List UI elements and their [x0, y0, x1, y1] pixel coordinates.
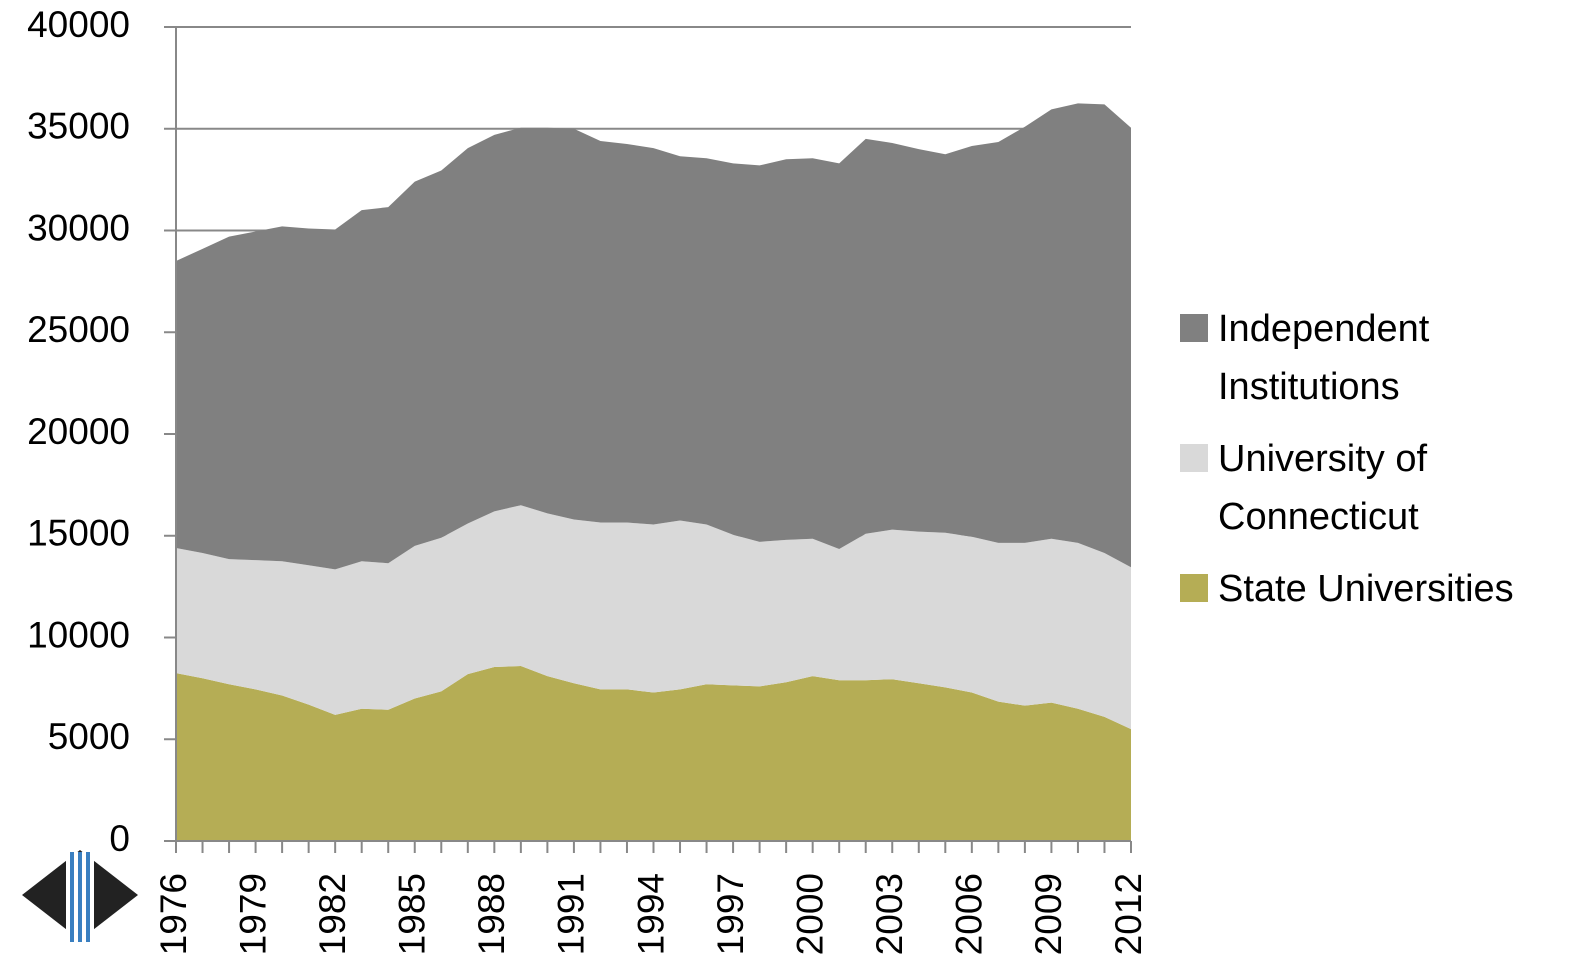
x-tick-label: 1997	[710, 873, 751, 955]
x-tick-label: 2009	[1028, 873, 1069, 955]
y-tick-label: 0	[109, 818, 130, 859]
y-tick-label: 20000	[27, 411, 130, 452]
y-tick-label: 40000	[27, 4, 130, 45]
legend-item: State Universities	[1178, 560, 1528, 618]
area	[176, 665, 1131, 841]
legend: Independent Institutions University of Co…	[1178, 300, 1528, 632]
x-tick-label: 2003	[869, 873, 910, 955]
x-tick-label: 1979	[232, 873, 273, 955]
y-tick-label: 10000	[27, 614, 130, 655]
legend-swatch	[1180, 574, 1208, 602]
x-tick-label: 2000	[789, 873, 830, 955]
area	[176, 103, 1131, 570]
x-tick-label: 1982	[312, 873, 353, 955]
y-tick-label: 30000	[27, 207, 130, 248]
x-tick-label: 1976	[153, 873, 194, 955]
x-tick-label: 2012	[1108, 873, 1149, 955]
x-tick-label: 2006	[949, 873, 990, 955]
legend-swatch	[1180, 444, 1208, 472]
y-tick-label: 25000	[27, 309, 130, 350]
legend-item: Independent Institutions	[1178, 300, 1528, 416]
legend-item: University of Connecticut	[1178, 430, 1528, 546]
y-tick-label: 35000	[27, 106, 130, 147]
legend-label: Independent Institutions	[1218, 308, 1430, 408]
x-tick-label: 1988	[471, 873, 512, 955]
legend-label: University of Connecticut	[1218, 438, 1428, 538]
legend-label: State Universities	[1218, 568, 1514, 610]
x-tick-label: 1991	[551, 873, 592, 955]
x-tick-label: 1994	[630, 873, 671, 955]
x-tick-label: 1985	[392, 873, 433, 955]
logo	[22, 850, 138, 942]
legend-swatch	[1180, 314, 1208, 342]
y-tick-label: 5000	[48, 716, 130, 757]
area	[176, 505, 1131, 730]
y-tick-label: 15000	[27, 513, 130, 554]
